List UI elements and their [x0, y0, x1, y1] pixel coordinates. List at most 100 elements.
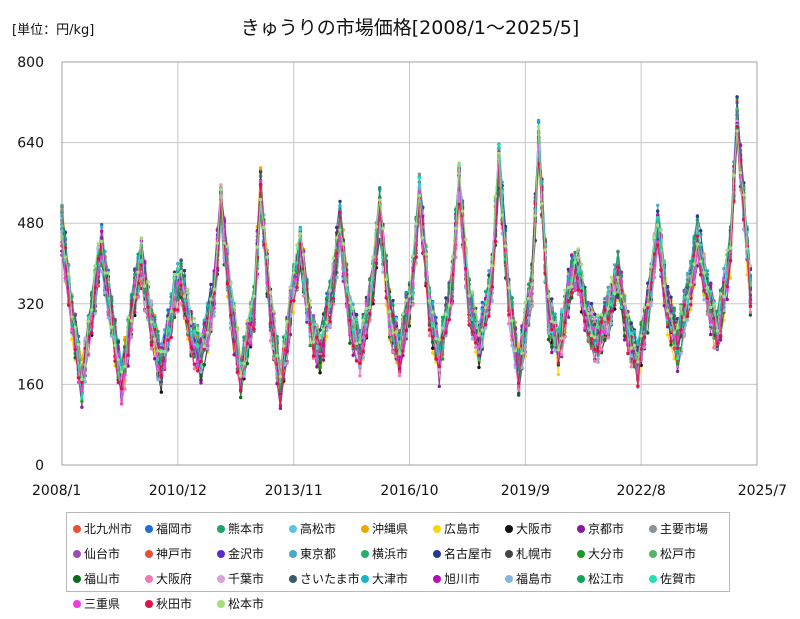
data-point [100, 230, 103, 233]
data-point [669, 296, 672, 299]
data-point [560, 353, 563, 356]
data-point [80, 400, 83, 403]
data-point [547, 338, 550, 341]
unit-label: [単位：円/kg] [12, 22, 94, 38]
data-point [593, 317, 596, 320]
chart-title: きゅうりの市場価格[2008/1～2025/5] [241, 17, 580, 39]
data-point [673, 347, 676, 350]
data-point [706, 269, 709, 272]
data-point [557, 328, 560, 331]
data-point [100, 226, 103, 229]
data-point [550, 345, 553, 348]
data-point [587, 338, 590, 341]
data-point [431, 300, 434, 303]
data-point [84, 337, 87, 340]
data-point [537, 119, 540, 122]
chart-svg: [単位：円/kg] きゅうりの市場価格[2008/1～2025/5] 0 160 3… [0, 0, 800, 512]
data-point [358, 374, 361, 377]
data-point [428, 334, 431, 337]
chart-stage: [単位：円/kg] きゅうりの市場価格[2008/1～2025/5] 0 160 3… [0, 0, 800, 600]
data-point [411, 303, 414, 306]
data-point [623, 338, 626, 341]
data-point [199, 381, 202, 384]
data-point [726, 298, 729, 301]
y-tick-label: 640 [17, 136, 44, 152]
data-point [481, 308, 484, 311]
y-axis: 0 160 320 480 640 800 [17, 55, 44, 474]
data-point [239, 396, 242, 399]
data-point [587, 301, 590, 304]
data-point [702, 254, 705, 257]
data-point [355, 313, 358, 316]
data-point [352, 303, 355, 306]
data-point [318, 371, 321, 374]
data-point [749, 313, 752, 316]
data-point [593, 360, 596, 363]
data-point [203, 321, 206, 324]
data-point [563, 335, 566, 338]
data-point [269, 339, 272, 342]
data-point [348, 342, 351, 345]
data-point [712, 346, 715, 349]
data-point [477, 366, 480, 369]
x-tick-label: 2019/9 [501, 483, 550, 499]
data-point [285, 362, 288, 365]
data-point [696, 214, 699, 217]
data-point [517, 393, 520, 396]
data-point [600, 348, 603, 351]
data-point [630, 365, 633, 368]
data-point [150, 347, 153, 350]
data-point [315, 365, 318, 368]
y-tick-label: 160 [17, 377, 44, 393]
data-point [735, 95, 738, 98]
data-point [219, 183, 222, 186]
data-point [80, 406, 83, 409]
data-point [593, 313, 596, 316]
data-point [408, 324, 411, 327]
data-point [646, 331, 649, 334]
data-point [477, 358, 480, 361]
data-point [603, 338, 606, 341]
data-point [388, 332, 391, 335]
data-point [557, 373, 560, 376]
y-tick-label: 480 [17, 216, 44, 232]
data-point [686, 272, 689, 275]
data-point [292, 311, 295, 314]
data-point [722, 267, 725, 270]
data-point [749, 310, 752, 313]
data-point [338, 200, 341, 203]
data-point [160, 380, 163, 383]
data-point [318, 366, 321, 369]
data-point [481, 301, 484, 304]
data-point [143, 309, 146, 312]
data-point [606, 320, 609, 323]
data-point [669, 343, 672, 346]
data-point [676, 362, 679, 365]
data-point [530, 305, 533, 308]
data-point [179, 302, 182, 305]
data-point [656, 209, 659, 212]
x-tick-label: 2025/7 [738, 483, 787, 499]
data-point [431, 351, 434, 354]
data-point [209, 283, 212, 286]
data-point [444, 296, 447, 299]
data-point [176, 262, 179, 265]
data-point [246, 362, 249, 365]
data-point [199, 375, 202, 378]
y-tick-label: 0 [35, 458, 44, 474]
data-point [183, 280, 186, 283]
y-tick-label: 320 [17, 297, 44, 313]
data-point [606, 336, 609, 339]
data-point [338, 204, 341, 207]
data-point [259, 171, 262, 174]
data-point [438, 385, 441, 388]
data-point [709, 333, 712, 336]
data-point [656, 204, 659, 207]
data-point [706, 313, 709, 316]
y-tick-label: 800 [17, 55, 44, 71]
data-point [606, 286, 609, 289]
data-point [550, 297, 553, 300]
x-tick-label: 2013/11 [265, 483, 323, 499]
data-point [550, 351, 553, 354]
